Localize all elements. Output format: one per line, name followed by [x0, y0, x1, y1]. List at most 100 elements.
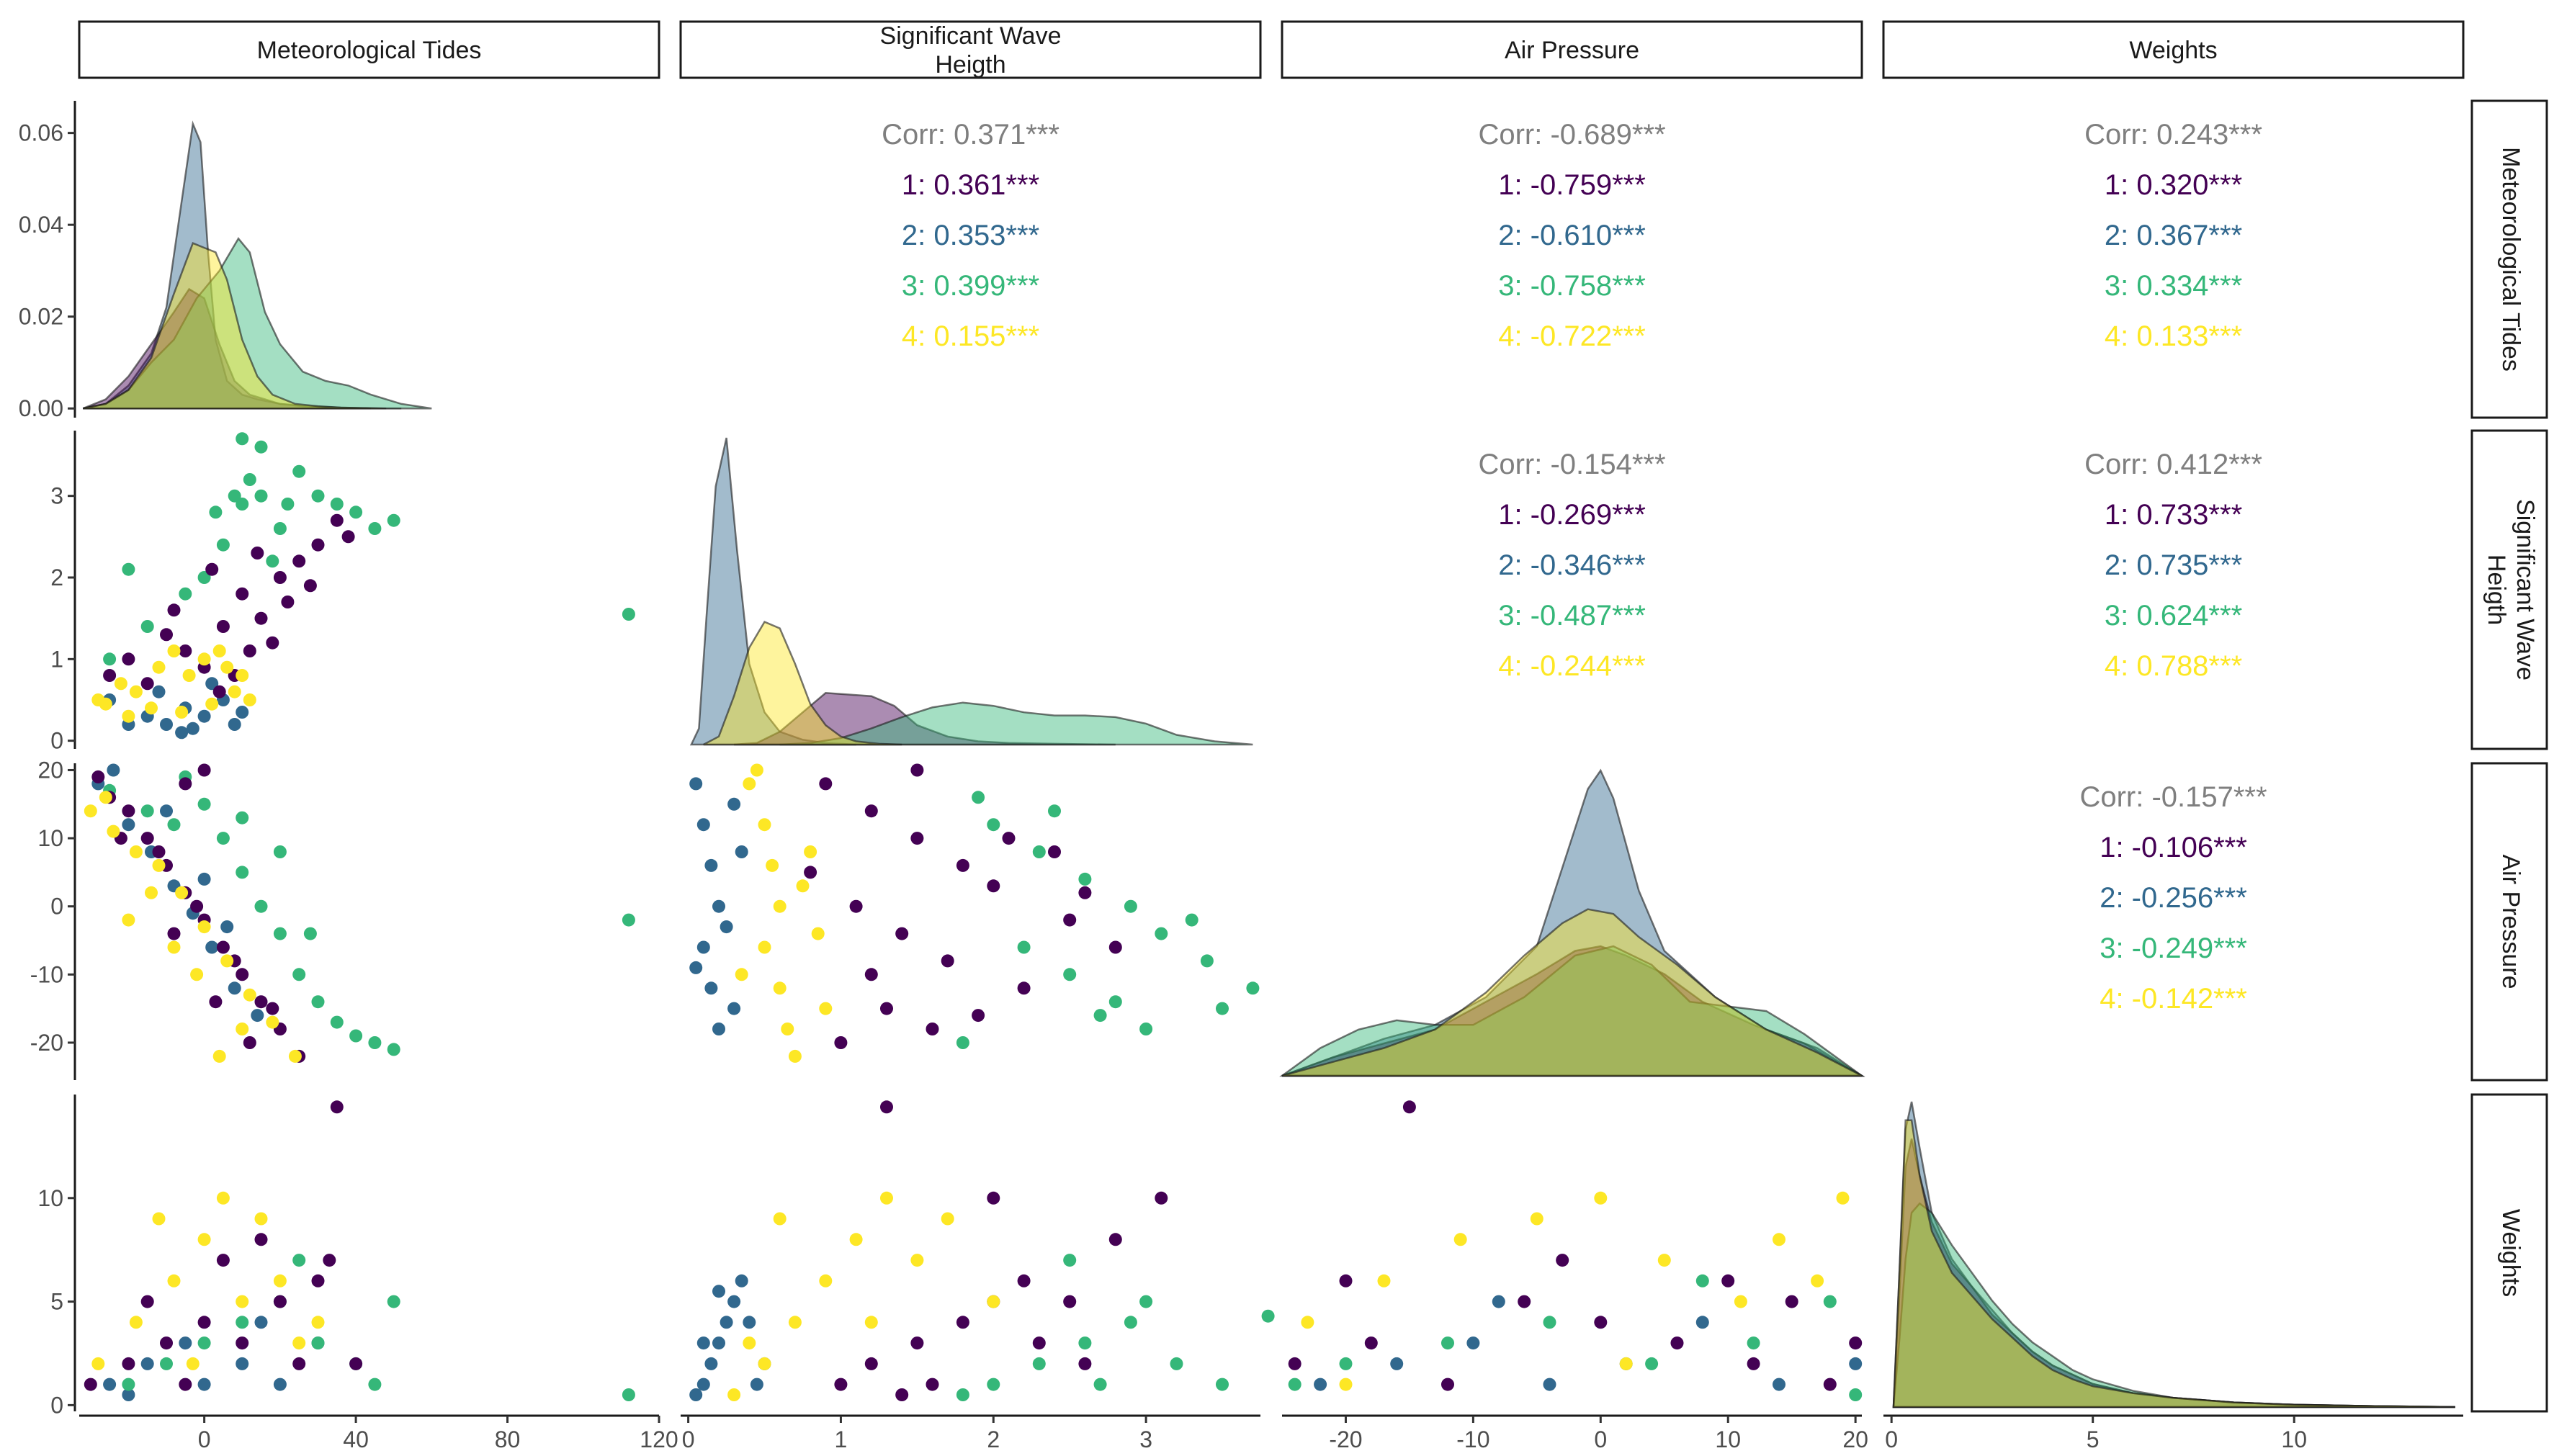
scatter-point-group-1: [140, 1295, 154, 1308]
right-strip-2: Air Pressure: [2470, 762, 2548, 1082]
scatter-point-group-3: [1063, 968, 1077, 981]
scatter-point-group-2: [228, 981, 241, 995]
scatter-point-group-3: [167, 818, 181, 832]
scatter-point-group-3: [254, 440, 268, 454]
scatter-point-group-1: [895, 927, 909, 940]
scatter-point-group-4: [750, 763, 763, 777]
scatter-point-group-3: [1139, 1023, 1153, 1035]
scatter-point-group-1: [895, 1388, 909, 1401]
scatter-point-group-1: [880, 1100, 893, 1114]
scatter-point-group-3: [209, 505, 223, 519]
scatter-point-group-1: [273, 571, 287, 584]
scatter-point-group-3: [254, 489, 268, 503]
scatter-point-group-4: [129, 845, 143, 858]
scatter-point-group-3: [228, 489, 241, 503]
scatter-point-group-1: [1108, 1233, 1122, 1246]
scatter-point-group-1: [341, 530, 355, 544]
x-axis-col-3: 0 5 10: [1883, 1414, 2463, 1452]
scatter-point-group-4: [1377, 1274, 1391, 1288]
scatter-point-group-2: [152, 685, 166, 698]
scatter-point-group-4: [311, 1316, 325, 1329]
scatter-point-group-3: [1288, 1378, 1301, 1391]
top-strip-label: Weights: [2129, 37, 2217, 64]
y-tick-label: 2: [50, 565, 63, 590]
corr-group-1: 1: -0.759***: [1498, 169, 1646, 201]
scatter-point-group-4: [773, 899, 787, 913]
scatter-point-group-1: [103, 669, 117, 682]
scatter-point-group-4: [1619, 1357, 1633, 1370]
scatter-point-group-2: [727, 797, 741, 811]
scatter-point-group-1: [910, 763, 924, 777]
scatter-point-group-3: [236, 432, 249, 446]
corr-group-4: 4: 0.133***: [2105, 320, 2242, 352]
scatter-point-group-3: [1124, 1316, 1137, 1329]
scatter-point-group-4: [987, 1295, 1000, 1308]
scatter-point-group-1: [167, 603, 181, 617]
corr-group-3: 3: -0.487***: [1498, 600, 1646, 632]
scatter-point-group-2: [179, 1336, 192, 1350]
right-strip-3: Weights: [2470, 1093, 2548, 1413]
scatter-point-group-1: [1288, 1357, 1301, 1370]
scatter-point-group-3: [160, 1357, 173, 1370]
corr-group-3: 3: 0.334***: [2105, 270, 2242, 302]
scatter-point-group-4: [292, 1336, 306, 1350]
scatter-point-group-1: [1078, 886, 1092, 899]
scatter-point-group-1: [1441, 1378, 1454, 1391]
scatter-point-group-1: [1849, 1336, 1863, 1350]
scatter-point-group-3: [622, 608, 635, 621]
scatter-point-group-1: [197, 763, 211, 777]
scatter-point-group-1: [1594, 1316, 1608, 1329]
scatter-point-group-4: [743, 777, 756, 791]
scatter-point-group-4: [91, 1357, 105, 1370]
scatter-point-group-1: [1155, 1191, 1168, 1205]
scatter-point-group-3: [197, 797, 211, 811]
scatter-point-group-3: [1747, 1336, 1760, 1350]
scatter-point-group-4: [1339, 1378, 1353, 1391]
scatter-point-group-3: [103, 652, 117, 666]
scatter-point-group-1: [236, 1336, 249, 1350]
y-tick-label: 0: [50, 728, 63, 754]
scatter-point-group-1: [84, 1378, 97, 1391]
scatter-point-group-4: [758, 1357, 771, 1370]
scatter-point-group-3: [956, 1388, 969, 1401]
scatter-point-group-3: [1063, 1254, 1077, 1267]
scatter-point-group-1: [956, 1316, 969, 1329]
scatter-point-group-3: [236, 811, 249, 824]
corr-group-1: 1: 0.361***: [902, 169, 1039, 201]
corr-panel-r0-c3: Corr: 0.243*** 1: 0.320*** 2: 0.367*** 3: 0…: [2084, 119, 2262, 352]
scatter-point-group-4: [758, 940, 771, 954]
scatter-point-group-3: [236, 498, 249, 511]
scatter-point-group-3: [1849, 1388, 1863, 1401]
scatter-point-group-4: [114, 677, 127, 691]
y-tick-label: 10: [37, 825, 63, 851]
density-panel-1: [689, 437, 1253, 746]
scatter-point-group-3: [387, 1043, 400, 1056]
scatter-point-group-4: [796, 879, 810, 893]
scatter-point-group-1: [330, 513, 344, 527]
scatter-point-group-1: [251, 547, 264, 560]
scatter-point-group-3: [266, 554, 279, 568]
corr-group-4: 4: -0.142***: [2100, 983, 2247, 1015]
scatter-point-group-4: [175, 886, 189, 899]
scatter-point-group-1: [292, 1357, 306, 1370]
scatter-point-group-1: [1721, 1274, 1735, 1288]
scatter-point-group-3: [179, 587, 192, 601]
scatter-point-group-2: [103, 1378, 117, 1391]
scatter-point-group-3: [368, 1036, 382, 1049]
scatter-point-group-1: [987, 1191, 1000, 1205]
scatter-point-group-3: [387, 1295, 400, 1308]
scatter-point-group-1: [212, 685, 226, 698]
x-tick-label: 120: [640, 1426, 678, 1452]
top-strip-label: Meteorological Tides: [257, 37, 482, 64]
scatter-point-group-3: [281, 498, 295, 511]
scatter-point-group-2: [251, 1009, 264, 1023]
scatter-point-group-1: [1017, 1274, 1031, 1288]
corr-group-2: 2: -0.346***: [1498, 549, 1646, 581]
scatter-point-group-2: [160, 718, 173, 731]
scatter-point-group-4: [1811, 1274, 1824, 1288]
x-tick-label: 2: [987, 1426, 1000, 1452]
y-tick-label: -10: [30, 961, 63, 987]
corr-overall: Corr: -0.689***: [1478, 119, 1665, 150]
scatter-point-group-3: [292, 464, 306, 478]
scatter-point-group-2: [197, 1378, 211, 1391]
